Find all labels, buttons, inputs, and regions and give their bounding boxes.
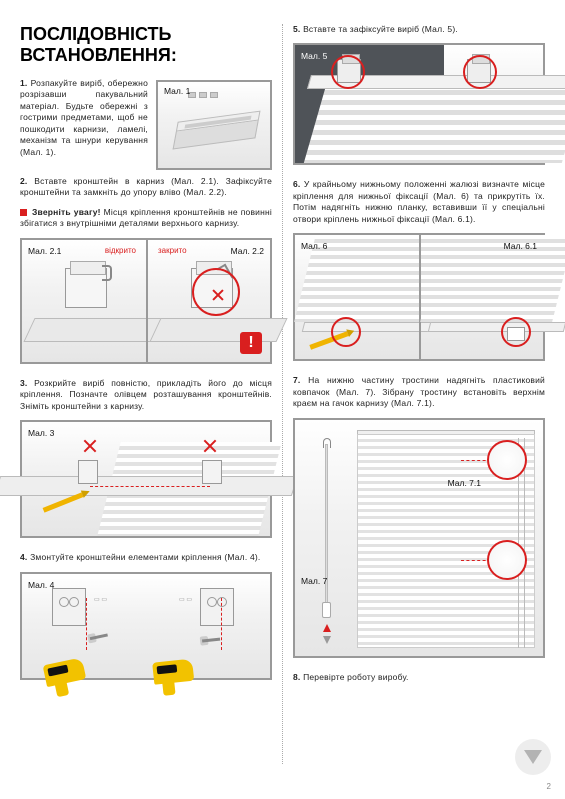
step-4-text: Змонтуйте кронштейни елементами кріпленн… [30,552,260,562]
figure-2: Мал. 2.1 відкрито закрито Мал. 2.2 ! [20,238,272,364]
step-5-num: 5. [293,24,301,34]
figure-6-label: Мал. 6 [301,241,327,251]
warning-label: Зверніть увагу! [32,207,101,217]
step-3-num: 3. [20,378,28,388]
figure-6: Мал. 6 Мал. 6.1 [293,233,545,361]
step-7-text: На нижню частину тростини надягніть плас… [293,375,545,408]
figure-4: Мал. 4 ▭ ▭▭ ▭ [20,572,272,680]
warning-icon [20,209,27,216]
download-watermark-icon [515,739,551,775]
step-8-text: Перевірте роботу виробу. [303,672,409,682]
step-6-num: 6. [293,179,301,189]
figure-5-label: Мал. 5 [301,51,327,61]
figure-3-label: Мал. 3 [28,428,54,438]
figure-71-label: Мал. 7.1 [448,478,481,488]
step-6: 6. У крайньому нижньому положенні жалюзі… [293,179,545,225]
drill-icon [150,635,208,684]
figure-4-label: Мал. 4 [28,580,54,590]
step-3: 3. Розкрийте виріб повністю, прикладіть … [20,378,272,412]
step-8: 8. Перевірте роботу виробу. [293,672,545,683]
step-1-num: 1. [20,78,28,88]
step-3-text: Розкрийте виріб повністю, прикладіть йог… [20,378,272,411]
figure-21-label: Мал. 2.1 [28,246,61,256]
step-5: 5. Вставте та зафіксуйте виріб (Мал. 5). [293,24,545,35]
figure-1-label: Мал. 1 [164,86,190,96]
step-4-num: 4. [20,552,28,562]
warning-badge-icon: ! [240,332,262,354]
label-open: відкрито [105,246,136,255]
figure-3: Мал. 3 [20,420,272,538]
page-title: ПОСЛІДОВНІСТЬ ВСТАНОВЛЕННЯ: [20,24,272,66]
step-4: 4. Змонтуйте кронштейни елементами кріпл… [20,552,272,563]
step-7-num: 7. [293,375,301,385]
step-7: 7. На нижню частину тростини надягніть п… [293,375,545,409]
step-2-warning: Зверніть увагу! Місця кріплення кронштей… [20,207,272,230]
figure-7: Мал. 7 Мал. 7.1 [293,418,545,658]
x-mark-icon [202,438,218,454]
drill-icon [38,633,100,687]
figure-7-label: Мал. 7 [301,576,327,586]
step-2-num: 2. [20,176,28,186]
step-5-text: Вставте та зафіксуйте виріб (Мал. 5). [303,24,458,34]
page-number: 2 [547,782,551,791]
x-mark-icon [211,288,225,302]
step-1-text: Розпакуйте виріб, обережно розрізавши па… [20,78,148,157]
label-closed: закрито [158,246,187,255]
step-6-text: У крайньому нижньому положенні жалюзі ви… [293,179,545,223]
step-2: 2. Вставте кронштейн в карниз (Мал. 2.1)… [20,176,272,199]
figure-5: Мал. 5 [293,43,545,165]
figure-61-label: Мал. 6.1 [504,241,537,251]
step-2-text: Вставте кронштейн в карниз (Мал. 2.1). З… [20,176,272,197]
x-mark-icon [82,438,98,454]
figure-1: Мал. 1 [156,80,272,170]
step-8-num: 8. [293,672,301,682]
figure-22-label: Мал. 2.2 [231,246,264,256]
